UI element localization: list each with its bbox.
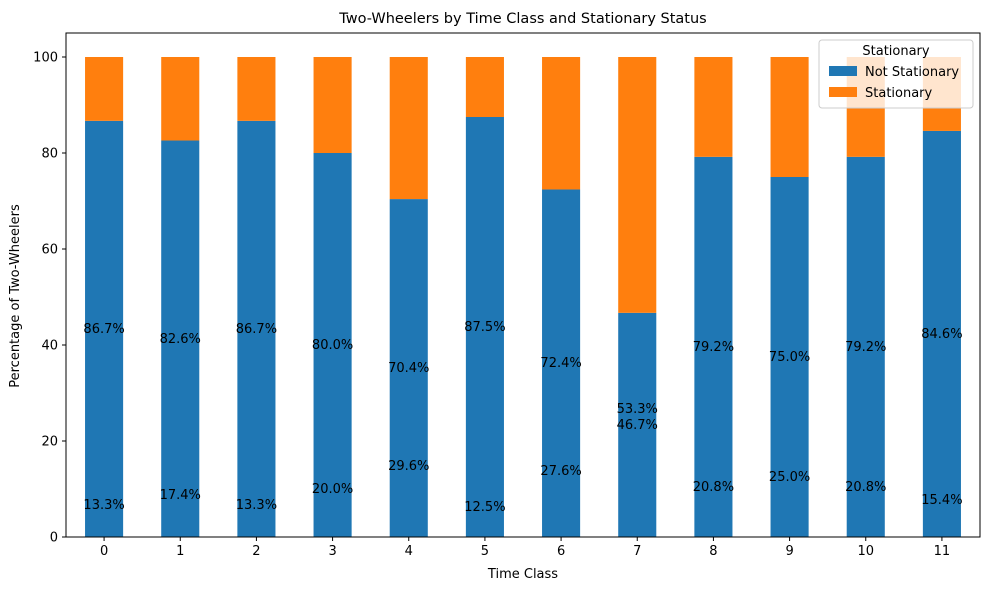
legend-box bbox=[818, 39, 974, 109]
bar-stationary-2 bbox=[237, 57, 276, 121]
bar-stationary-5 bbox=[465, 57, 504, 117]
bar-not-stationary-9 bbox=[770, 177, 809, 537]
bar-not-stationary-5 bbox=[465, 117, 504, 537]
bar-stationary-6 bbox=[542, 57, 581, 190]
bar-not-stationary-2 bbox=[237, 120, 276, 537]
data-label-stationary-0: 13.3% bbox=[83, 498, 124, 513]
legend: Stationary Not Stationary Stationary bbox=[818, 39, 974, 109]
bar-stationary-1 bbox=[161, 57, 200, 141]
data-label-stationary-3: 20.0% bbox=[312, 482, 353, 497]
data-label-not-stationary-10: 79.2% bbox=[845, 340, 886, 355]
x-tick-label: 7 bbox=[633, 544, 641, 559]
legend-label-not-stationary: Not Stationary bbox=[865, 65, 959, 80]
bar-not-stationary-8 bbox=[694, 156, 733, 537]
bar-stationary-7 bbox=[618, 57, 657, 313]
data-label-stationary-8: 20.8% bbox=[693, 480, 734, 495]
data-label-stationary-2: 13.3% bbox=[236, 498, 277, 513]
y-axis-label: Percentage of Two-Wheelers bbox=[8, 204, 23, 388]
data-label-not-stationary-5: 87.5% bbox=[464, 320, 505, 335]
axes-layer: 0 20 40 60 80 100 0 1 2 3 4 5 6 7 8 9 10 11 bbox=[33, 32, 981, 559]
plot-frame bbox=[65, 32, 981, 538]
x-tick-label: 11 bbox=[934, 544, 951, 559]
legend-swatch-not-stationary bbox=[829, 66, 857, 76]
x-tick-label: 8 bbox=[709, 544, 717, 559]
bar-stationary-9 bbox=[770, 57, 809, 177]
y-tick-label: 20 bbox=[41, 435, 58, 450]
data-label-not-stationary-6: 72.4% bbox=[540, 356, 581, 371]
data-label-not-stationary-7: 46.7% bbox=[617, 418, 658, 433]
x-tick-label: 9 bbox=[785, 544, 793, 559]
data-label-not-stationary-2: 86.7% bbox=[236, 322, 277, 337]
bar-stationary-8 bbox=[694, 57, 733, 157]
y-tick-label: 60 bbox=[41, 243, 58, 258]
x-tick-label: 1 bbox=[176, 544, 184, 559]
x-axis-label: Time Class bbox=[487, 567, 558, 582]
y-tick-label: 40 bbox=[41, 339, 58, 354]
bar-not-stationary-7 bbox=[618, 312, 657, 537]
data-label-stationary-7: 53.3% bbox=[617, 402, 658, 417]
chart-title: Two-Wheelers by Time Class and Stationar… bbox=[338, 11, 706, 27]
data-label-stationary-9: 25.0% bbox=[769, 470, 810, 485]
y-tick-label: 0 bbox=[50, 531, 58, 546]
x-tick-label: 5 bbox=[481, 544, 489, 559]
data-label-not-stationary-0: 86.7% bbox=[83, 322, 124, 337]
bar-not-stationary-10 bbox=[846, 156, 885, 537]
legend-title: Stationary bbox=[862, 44, 930, 59]
data-label-not-stationary-11: 84.6% bbox=[921, 327, 962, 342]
x-tick-label: 3 bbox=[328, 544, 336, 559]
bar-not-stationary-4 bbox=[389, 199, 428, 537]
legend-label-stationary: Stationary bbox=[865, 86, 933, 101]
bar-not-stationary-0 bbox=[85, 120, 124, 537]
data-label-stationary-1: 17.4% bbox=[160, 488, 201, 503]
bar-not-stationary-3 bbox=[313, 153, 352, 537]
bar-stationary-4 bbox=[389, 57, 428, 200]
bar-not-stationary-1 bbox=[161, 140, 200, 537]
y-tick-label: 80 bbox=[41, 147, 58, 162]
data-label-not-stationary-3: 80.0% bbox=[312, 338, 353, 353]
legend-swatch-stationary bbox=[829, 87, 857, 97]
data-label-not-stationary-8: 79.2% bbox=[693, 340, 734, 355]
y-tick-label: 100 bbox=[33, 51, 58, 66]
x-tick-label: 4 bbox=[405, 544, 413, 559]
bar-stationary-3 bbox=[313, 57, 352, 153]
bar-not-stationary-11 bbox=[922, 130, 961, 538]
bar-not-stationary-6 bbox=[542, 189, 581, 538]
x-tick-label: 10 bbox=[857, 544, 874, 559]
x-tick-label: 2 bbox=[252, 544, 260, 559]
data-label-stationary-4: 29.6% bbox=[388, 459, 429, 474]
data-label-stationary-11: 15.4% bbox=[921, 493, 962, 508]
bars-layer bbox=[85, 57, 961, 538]
bar-labels-layer: 86.7% 13.3% 82.6% 17.4% 86.7% 13.3% 80.0% 20.0%… bbox=[83, 320, 962, 515]
data-label-stationary-10: 20.8% bbox=[845, 480, 886, 495]
data-label-not-stationary-1: 82.6% bbox=[160, 332, 201, 347]
data-label-stationary-6: 27.6% bbox=[540, 464, 581, 479]
data-label-not-stationary-4: 70.4% bbox=[388, 361, 429, 376]
data-label-not-stationary-9: 75.0% bbox=[769, 350, 810, 365]
bar-stationary-0 bbox=[85, 57, 124, 121]
x-tick-label: 0 bbox=[100, 544, 108, 559]
data-label-stationary-5: 12.5% bbox=[464, 500, 505, 515]
x-tick-label: 6 bbox=[557, 544, 565, 559]
